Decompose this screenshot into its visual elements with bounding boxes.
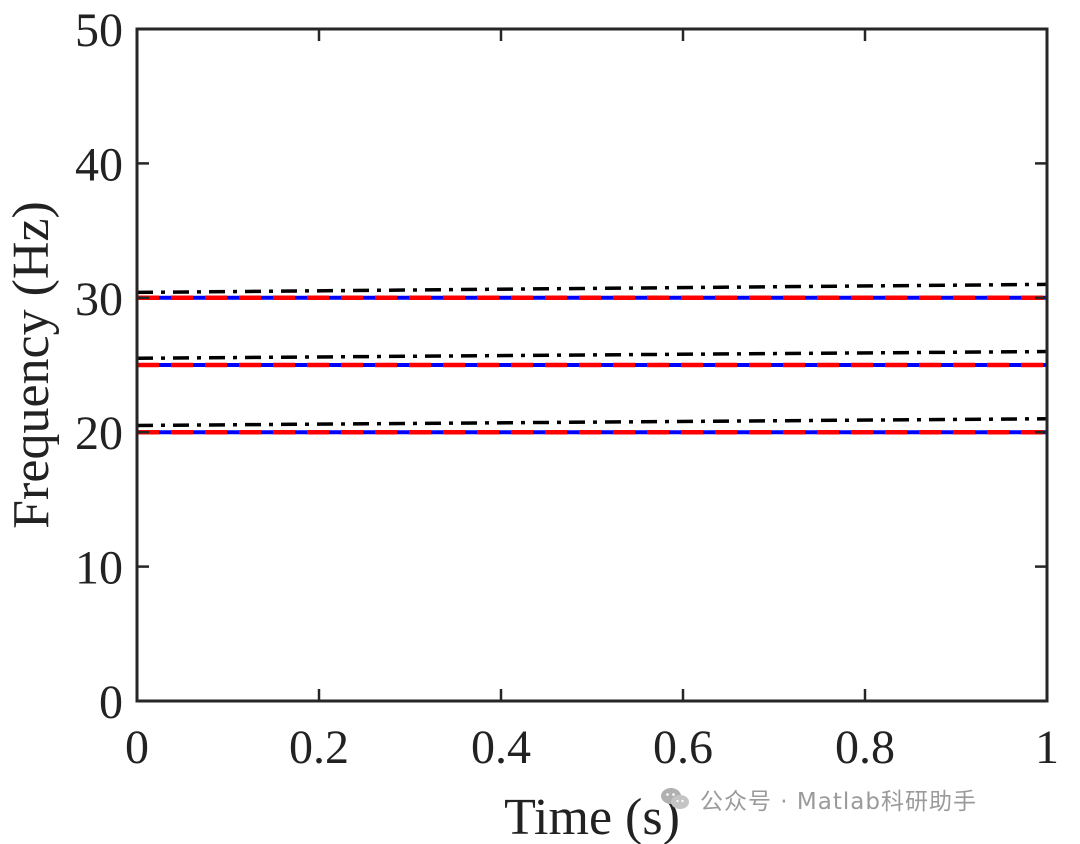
series-layer: [136, 282, 1048, 435]
watermark-text: 公众号 · Matlab科研助手: [700, 789, 977, 815]
x-axis-label: Time (s): [504, 789, 680, 844]
watermark: 公众号 · Matlab科研助手: [660, 782, 977, 816]
x-tick-label-1: 0.2: [289, 721, 349, 774]
series-line-dashdot-7: [136, 349, 1048, 361]
y-tick-label-3: 30: [75, 273, 123, 326]
x-tick-label-0: 0: [125, 721, 149, 774]
y-tick-label-5: 50: [75, 4, 123, 57]
y-tick-label-1: 10: [75, 542, 123, 595]
y-axis-label: Frequency (Hz): [3, 201, 60, 529]
series-line-dashdot-8: [136, 282, 1048, 295]
x-tick-label-3: 0.6: [653, 721, 713, 774]
y-tick-label-4: 40: [75, 138, 123, 191]
y-tick-label-0: 0: [99, 676, 123, 729]
plot-area-frame: [135, 27, 1049, 703]
series-line-dashdot-6: [136, 417, 1048, 428]
y-tick-label-2: 20: [75, 407, 123, 460]
x-tick-label-5: 1: [1035, 721, 1059, 774]
x-tick-label-4: 0.8: [835, 721, 895, 774]
x-tick-label-2: 0.4: [471, 721, 531, 774]
wechat-icon: [661, 788, 689, 809]
